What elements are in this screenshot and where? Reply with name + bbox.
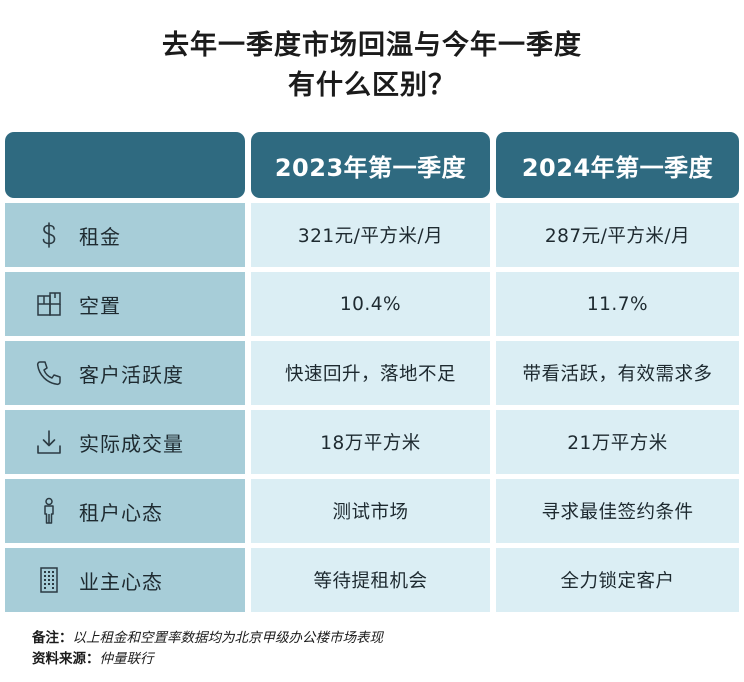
note-line: 备注：以上租金和空置率数据均为北京甲级办公楼市场表现 <box>32 628 383 649</box>
comparison-table: 2023年第一季度 2024年第一季度 租金 321元/平方米/月 287元/平… <box>5 132 739 612</box>
title-line-1: 去年一季度市场回温与今年一季度 <box>162 30 582 61</box>
source-line: 资料来源：仲量联行 <box>32 649 383 670</box>
footnotes: 备注：以上租金和空置率数据均为北京甲级办公楼市场表现 资料来源：仲量联行 <box>32 628 383 670</box>
row-label: 空置 <box>79 293 121 318</box>
row-label: 业主心态 <box>79 569 163 594</box>
cell-2024: 287元/平方米/月 <box>496 203 739 267</box>
row-header-transactions: 实际成交量 <box>5 410 245 474</box>
header-2024-q1: 2024年第一季度 <box>496 132 739 198</box>
table-row: 租金 321元/平方米/月 287元/平方米/月 <box>5 203 739 267</box>
download-icon <box>33 426 65 458</box>
cell-2024: 11.7% <box>496 272 739 336</box>
person-icon <box>33 495 65 527</box>
cell-2023: 快速回升，落地不足 <box>251 341 490 405</box>
row-header-client-activity: 客户活跃度 <box>5 341 245 405</box>
table-row: 业主心态 等待提租机会 全力锁定客户 <box>5 548 739 612</box>
cell-2023: 等待提租机会 <box>251 548 490 612</box>
row-header-rent: 租金 <box>5 203 245 267</box>
title-line-2: 有什么区别？ <box>288 70 456 101</box>
table-header-row: 2023年第一季度 2024年第一季度 <box>5 132 739 198</box>
row-header-tenant-mindset: 租户心态 <box>5 479 245 543</box>
page-title: 去年一季度市场回温与今年一季度 有什么区别？ <box>0 26 744 106</box>
source-text: 仲量联行 <box>99 651 154 667</box>
cell-2024: 寻求最佳签约条件 <box>496 479 739 543</box>
table-row: 空置 10.4% 11.7% <box>5 272 739 336</box>
source-label: 资料来源： <box>32 651 100 667</box>
cell-2023: 321元/平方米/月 <box>251 203 490 267</box>
row-label: 客户活跃度 <box>79 362 184 387</box>
note-label: 备注： <box>32 630 73 646</box>
cell-2023: 18万平方米 <box>251 410 490 474</box>
cell-2023: 10.4% <box>251 272 490 336</box>
row-label: 实际成交量 <box>79 431 184 456</box>
table-row: 客户活跃度 快速回升，落地不足 带看活跃，有效需求多 <box>5 341 739 405</box>
cell-2024: 带看活跃，有效需求多 <box>496 341 739 405</box>
table-row: 实际成交量 18万平方米 21万平方米 <box>5 410 739 474</box>
cell-2023: 测试市场 <box>251 479 490 543</box>
phone-icon <box>33 357 65 389</box>
row-header-vacancy: 空置 <box>5 272 245 336</box>
note-text: 以上租金和空置率数据均为北京甲级办公楼市场表现 <box>72 630 384 646</box>
dollar-icon <box>33 219 65 251</box>
row-label: 租金 <box>79 224 121 249</box>
cell-2024: 全力锁定客户 <box>496 548 739 612</box>
floorplan-icon <box>33 288 65 320</box>
header-2023-q1: 2023年第一季度 <box>251 132 490 198</box>
table-row: 租户心态 测试市场 寻求最佳签约条件 <box>5 479 739 543</box>
row-label: 租户心态 <box>79 500 163 525</box>
cell-2024: 21万平方米 <box>496 410 739 474</box>
header-blank-cell <box>5 132 245 198</box>
row-header-landlord-mindset: 业主心态 <box>5 548 245 612</box>
building-icon <box>33 564 65 596</box>
